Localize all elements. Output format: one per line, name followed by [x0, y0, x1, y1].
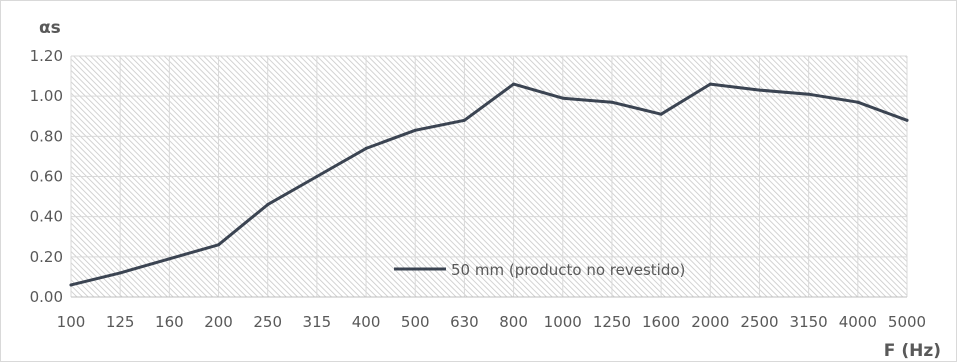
y-axis-ticks: 0.00 0.20 0.40 0.60 0.80 1.00 1.20 [30, 47, 63, 306]
legend: 50 mm (producto no revestido) [394, 261, 685, 279]
data-point [757, 88, 761, 92]
data-point [69, 283, 73, 287]
x-tick-label: 250 [253, 313, 282, 331]
data-point [266, 203, 270, 207]
x-tick-label: 200 [204, 313, 233, 331]
data-point [315, 175, 319, 178]
x-tick-label: 500 [401, 313, 430, 331]
y-tick-label: 0.80 [30, 127, 63, 145]
data-point [561, 96, 565, 100]
x-tick-label: 800 [499, 313, 528, 331]
data-point [708, 82, 712, 86]
data-point [659, 112, 663, 116]
x-axis-ticks: 100 125 160 200 250 315 400 500 630 800 1000 1250 16… [57, 313, 926, 331]
x-tick-label: 1600 [642, 313, 680, 331]
data-point [118, 271, 122, 275]
y-tick-label: 0.40 [30, 208, 63, 226]
x-tick-label: 1000 [544, 313, 582, 331]
y-tick-label: 0.00 [30, 288, 63, 306]
data-point [610, 100, 614, 104]
x-tick-label: 2000 [691, 313, 729, 331]
x-tick-label: 3150 [790, 313, 828, 331]
x-tick-label: 1250 [593, 313, 631, 331]
y-tick-label: 0.20 [30, 248, 63, 266]
data-point [856, 100, 860, 104]
data-point [807, 92, 811, 96]
data-point [462, 118, 466, 122]
x-tick-label: 400 [352, 313, 381, 331]
x-tick-label: 630 [450, 313, 479, 331]
gridlines [70, 55, 908, 298]
series-layer [69, 82, 909, 287]
x-tick-label: 100 [57, 313, 86, 331]
x-axis-title: F (Hz) [884, 341, 941, 361]
y-tick-label: 1.00 [30, 87, 63, 105]
data-point [217, 243, 221, 247]
data-point [905, 118, 909, 122]
data-point [512, 82, 516, 86]
x-tick-label: 5000 [888, 313, 926, 331]
x-tick-label: 160 [155, 313, 184, 331]
series-line [69, 82, 909, 287]
y-tick-label: 0.60 [30, 168, 63, 186]
data-point [167, 257, 171, 261]
data-point [413, 128, 417, 132]
legend-label: 50 mm (producto no revestido) [451, 261, 685, 279]
y-tick-label: 1.20 [30, 47, 63, 65]
x-tick-label: 4000 [839, 313, 877, 331]
x-tick-label: 125 [106, 313, 135, 331]
y-axis-title: αs [39, 18, 61, 38]
data-point [364, 146, 368, 150]
x-tick-label: 315 [303, 313, 332, 331]
x-tick-label: 2500 [740, 313, 778, 331]
